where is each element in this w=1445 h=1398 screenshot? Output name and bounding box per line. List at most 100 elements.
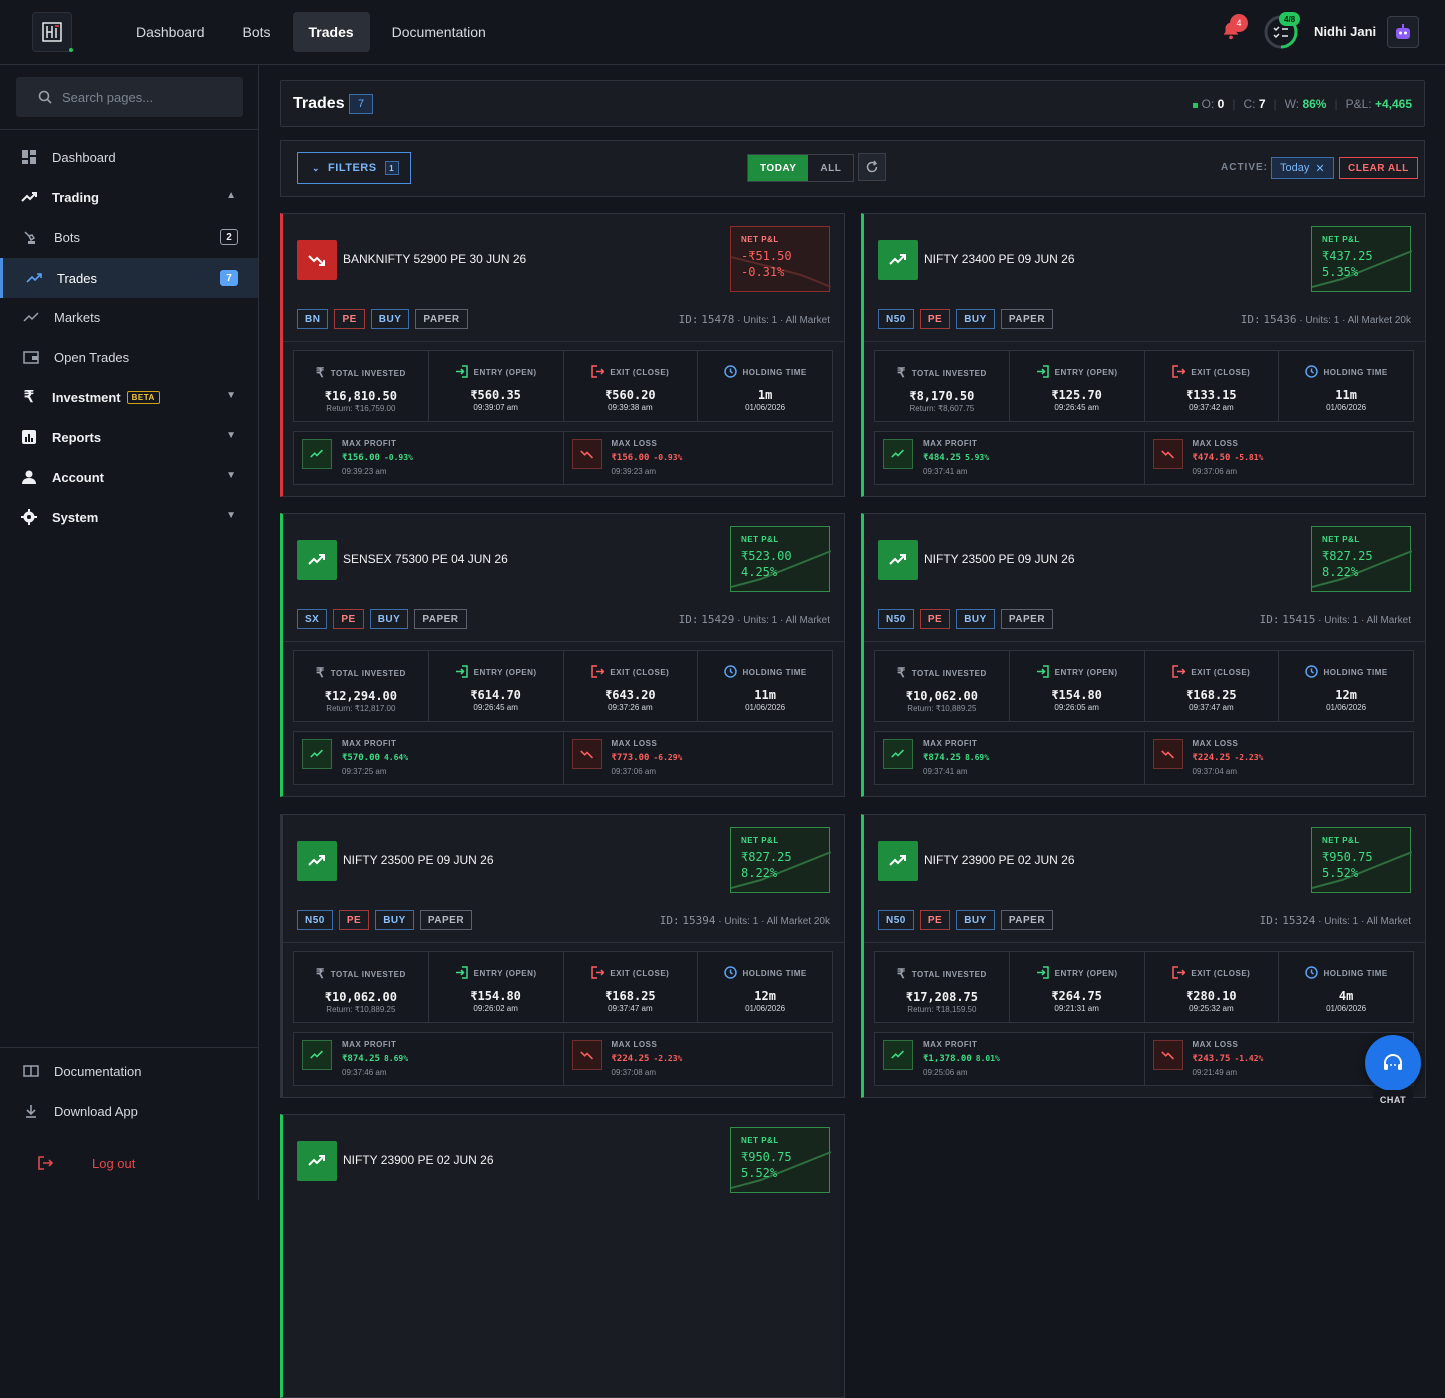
gear-icon — [20, 508, 38, 526]
stat-label: ENTRY (OPEN) — [473, 969, 537, 978]
trade-tags: N50 PE BUY PAPER — [878, 309, 1054, 329]
sidebar-item-account[interactable]: Account ▼ — [0, 457, 258, 497]
search-input[interactable]: Search pages... — [16, 77, 243, 117]
logout-button[interactable]: Log out — [0, 1143, 258, 1183]
username[interactable]: Nidhi Jani — [1314, 24, 1377, 39]
stat-exit: EXIT (CLOSE) ₹168.25 09:37:47 am — [564, 952, 699, 1022]
sidebar-item-label: Download App — [54, 1103, 138, 1119]
max-profit-cell: MAX PROFIT ₹874.25 8.69% 09:37:41 am — [875, 732, 1145, 784]
sidebar-item-open-trades[interactable]: Open Trades — [0, 337, 258, 377]
net-pl-percent: 5.52% — [1322, 866, 1359, 880]
today-toggle[interactable]: TODAY — [748, 155, 809, 181]
chip-label: Today — [1280, 162, 1310, 174]
units: Units: 1 — [724, 916, 759, 927]
return-value: Return: ₹8,607.75 — [909, 404, 975, 413]
sidebar-item-label: Reports — [52, 429, 102, 445]
sidebar-item-dashboard[interactable]: Dashboard — [0, 137, 258, 177]
stat-value: ₹168.25 — [1186, 688, 1237, 702]
stat-value: 12m — [754, 989, 776, 1003]
refresh-button[interactable] — [858, 153, 886, 181]
sidebar-item-reports[interactable]: Reports ▼ — [0, 417, 258, 457]
notification-count-badge: 4 — [1230, 14, 1248, 32]
max-loss-time: 09:21:49 am — [1192, 1068, 1237, 1077]
nav-bots[interactable]: Bots — [242, 24, 271, 40]
avatar[interactable] — [1387, 16, 1419, 48]
net-pl-label: NET P&L — [741, 836, 779, 845]
nav-dashboard[interactable]: Dashboard — [136, 24, 205, 40]
chat-button[interactable] — [1365, 1035, 1421, 1091]
trade-tags: N50 PE BUY PAPER — [297, 910, 473, 930]
sidebar-item-label: Dashboard — [52, 149, 116, 165]
stat-label: TOTAL INVESTED — [911, 969, 987, 979]
logout-icon — [1172, 966, 1186, 981]
trade-card[interactable]: NIFTY 23400 PE 09 JUN 26 NET P&L ₹437.25… — [861, 213, 1426, 497]
market: All Market 20k — [1347, 315, 1411, 326]
max-profit-label: MAX PROFIT — [923, 1040, 978, 1049]
trade-name: NIFTY 23500 PE 09 JUN 26 — [343, 853, 494, 867]
sidebar-item-investment[interactable]: ₹ Investment BETA ▼ — [0, 377, 258, 417]
active-filter-chip[interactable]: Today ✕ — [1271, 157, 1334, 179]
sidebar-item-label: Bots — [54, 229, 81, 245]
max-profit-time: 09:25:06 am — [923, 1068, 968, 1077]
stat-value: ₹168.25 — [605, 989, 656, 1003]
sidebar-item-trading[interactable]: Trading ▲ — [0, 177, 258, 217]
stat-exit: EXIT (CLOSE) ₹643.20 09:37:26 am — [564, 651, 699, 721]
trade-name: SENSEX 75300 PE 04 JUN 26 — [343, 552, 508, 566]
stat-label: ENTRY (OPEN) — [473, 668, 537, 677]
nav-documentation[interactable]: Documentation — [391, 24, 486, 40]
max-profit-value: ₹484.25 — [923, 453, 961, 463]
sidebar-documentation[interactable]: Documentation — [0, 1051, 258, 1091]
max-loss-percent: -1.42% — [1234, 1054, 1264, 1063]
trending-down-icon — [1152, 739, 1183, 769]
all-toggle[interactable]: ALL — [820, 162, 842, 174]
trending-up-icon — [878, 841, 918, 881]
rupee-icon: ₹ — [315, 665, 325, 680]
sidebar-item-system[interactable]: System ▼ — [0, 497, 258, 537]
filters-button[interactable]: ⌄ FILTERS 1 — [297, 152, 411, 184]
max-loss-label: MAX LOSS — [1192, 739, 1239, 748]
nav-trades[interactable]: Trades — [292, 12, 370, 52]
rupee-icon: ₹ — [315, 365, 325, 380]
stat-value: ₹10,062.00 — [905, 689, 978, 703]
entry-time: 09:26:45 am — [1054, 403, 1099, 412]
sidebar-item-bots[interactable]: Bots 2 — [0, 217, 258, 257]
trade-card[interactable]: NIFTY 23900 PE 02 JUN 26 NET P&L ₹950.75… — [280, 1114, 845, 1398]
market: All Market — [1366, 916, 1411, 927]
sidebar-download-app[interactable]: Download App — [0, 1091, 258, 1131]
trade-card[interactable]: NIFTY 23900 PE 02 JUN 26 NET P&L ₹950.75… — [861, 814, 1426, 1098]
tag: PE — [333, 609, 364, 629]
sidebar-item-trades[interactable]: Trades 7 — [0, 258, 258, 298]
clear-all-button[interactable]: CLEAR ALL — [1339, 157, 1418, 179]
sidebar-item-label: Markets — [54, 309, 101, 325]
trade-card[interactable]: SENSEX 75300 PE 04 JUN 26 NET P&L ₹523.0… — [280, 513, 845, 797]
stat-value: ₹16,810.50 — [324, 389, 397, 403]
trade-card[interactable]: NIFTY 23500 PE 09 JUN 26 NET P&L ₹827.25… — [280, 814, 845, 1098]
active-filters-label: ACTIVE: — [1221, 162, 1268, 173]
stat-label: TOTAL INVESTED — [330, 668, 406, 678]
trending-up-icon — [302, 1040, 332, 1070]
trade-card[interactable]: BANKNIFTY 52900 PE 30 JUN 26 NET P&L -₹5… — [280, 213, 845, 497]
stat-label: TOTAL INVESTED — [911, 368, 987, 378]
entry-time: 09:26:45 am — [473, 703, 518, 712]
stat-value: ₹133.15 — [1186, 388, 1237, 402]
net-pl-percent: -0.31% — [741, 265, 785, 279]
rupee-icon: ₹ — [896, 365, 906, 380]
pl-label: P&L: — [1345, 97, 1372, 111]
trade-meta: ID: 15429 · Units: 1 · All Market — [678, 613, 830, 626]
close-icon[interactable]: ✕ — [1315, 162, 1325, 175]
trade-meta: ID: 15324 · Units: 1 · All Market — [1259, 914, 1411, 927]
trade-card[interactable]: NIFTY 23500 PE 09 JUN 26 NET P&L ₹827.25… — [861, 513, 1426, 797]
tag: BUY — [369, 609, 409, 629]
app-logo[interactable] — [32, 12, 72, 52]
search-placeholder: Search pages... — [62, 89, 154, 105]
bots-count-badge: 2 — [220, 229, 238, 245]
id-label: ID: — [1259, 914, 1280, 927]
sidebar-item-markets[interactable]: Markets — [0, 297, 258, 337]
status-dot — [1192, 103, 1198, 108]
stat-holding: HOLDING TIME 1m 01/06/2026 — [698, 351, 832, 421]
open-value: 0 — [1217, 97, 1225, 111]
stat-label: EXIT (CLOSE) — [610, 368, 670, 377]
chevron-down-icon: ▼ — [226, 390, 236, 401]
stat-label: ENTRY (OPEN) — [473, 368, 537, 377]
login-icon — [455, 365, 468, 380]
